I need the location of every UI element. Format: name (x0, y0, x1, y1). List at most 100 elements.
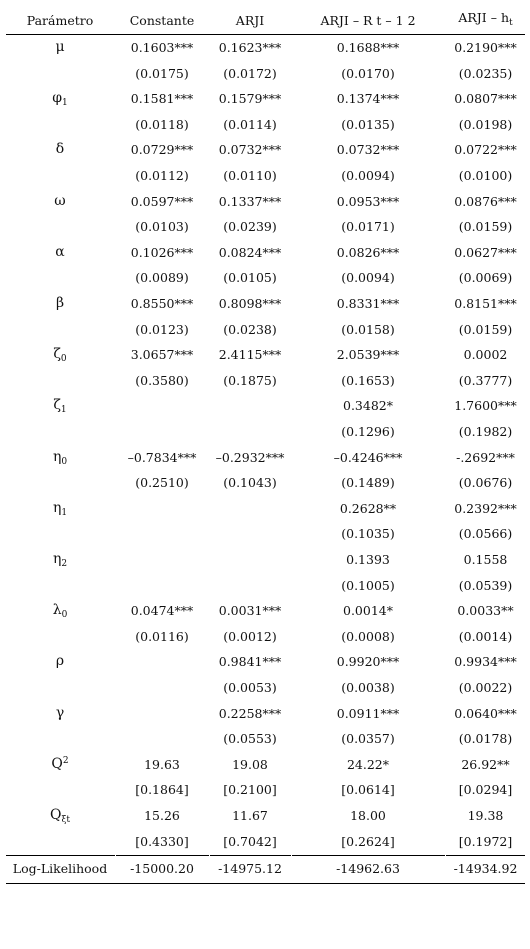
param-label: ω (6, 189, 114, 215)
coef-cell: 0.1558 (463, 552, 508, 567)
stderr-cell: (0.0038) (341, 680, 395, 695)
stderr-cell: (0.0170) (341, 65, 395, 81)
coef-cell: –0.7834*** (127, 449, 197, 465)
param-subscript: 0 (61, 610, 68, 621)
stderr-cell: (0.0112) (135, 168, 189, 183)
coef-cell: 0.9920*** (336, 654, 400, 670)
param-symbol: ρ (55, 653, 65, 670)
param-label: Q2 (6, 752, 114, 778)
coef-cell: 0.8550*** (130, 296, 194, 311)
coef-cell: 0.8331*** (336, 296, 400, 311)
stderr-cell: (0.0676) (458, 475, 513, 491)
stderr-cell: (0.0110) (223, 168, 277, 183)
coef-cell: 3.0657*** (130, 347, 194, 363)
coef-cell: 1.7600*** (454, 398, 517, 414)
stderr-cell: (0.0159) (458, 321, 513, 337)
loglik-label: Log-Likelihood (12, 861, 108, 877)
coef-cell (116, 393, 208, 419)
param-label: η1 (6, 496, 114, 522)
stderr-cell: (0.0539) (458, 577, 513, 593)
stderr-cell: (0.0094) (341, 168, 395, 183)
param-label: Qξt (6, 803, 114, 829)
stderr-cell: (0.0357) (341, 731, 395, 747)
coef-cell: 0.0876*** (454, 193, 517, 209)
stderr-cell: (0.0094) (341, 270, 395, 286)
coef-cell: -.2692*** (456, 449, 515, 465)
param-symbol: η (52, 499, 62, 516)
coef-cell (116, 496, 208, 522)
header-arji: ARJI (235, 13, 265, 28)
param-subscript: 2 (61, 559, 68, 569)
coef-cell: 0.0597*** (130, 193, 194, 209)
coef-cell: 0.3482* (343, 398, 393, 414)
coef-cell: 26.92** (461, 756, 510, 772)
stderr-cell: (0.0158) (341, 321, 395, 337)
param-superscript: 2 (62, 755, 69, 766)
coef-cell: 0.0033** (457, 603, 514, 619)
coef-cell: 0.1579*** (218, 91, 282, 107)
stderr-cell: (0.0175) (135, 65, 189, 81)
loglik-value: -14962.63 (336, 861, 400, 877)
param-symbol: φ (52, 90, 63, 107)
stderr-cell: [0.2624] (341, 833, 395, 849)
stderr-cell (116, 675, 208, 701)
stderr-cell: (0.0123) (135, 321, 189, 337)
param-symbol: λ (52, 602, 62, 619)
param-symbol: Q (49, 807, 62, 823)
stderr-cell: [0.1864] (135, 782, 189, 798)
stderr-cell: (0.0553) (223, 731, 277, 747)
stderr-cell: (0.0118) (135, 116, 189, 132)
stderr-cell: (0.1296) (341, 424, 395, 439)
coef-cell (116, 547, 208, 573)
stderr-cell: (0.1043) (223, 475, 277, 491)
param-label: φ1 (6, 86, 114, 112)
header-arji-h-main: ARJI – h (458, 10, 509, 25)
stderr-cell: (0.0105) (223, 270, 277, 286)
stderr-cell: (0.0178) (458, 731, 513, 747)
stderr-cell: (0.1035) (341, 526, 395, 542)
stderr-cell: (0.0116) (135, 628, 189, 644)
stderr-cell: (0.0239) (223, 219, 277, 235)
param-subscript: 0 (61, 456, 68, 467)
coef-cell: 0.0474*** (130, 603, 194, 619)
stderr-cell (210, 521, 290, 547)
param-label: α (6, 240, 114, 266)
stderr-cell: (0.1489) (341, 475, 395, 491)
stderr-cell: [0.2100] (223, 782, 277, 798)
coef-cell: 24.22* (346, 756, 390, 772)
stderr-cell: [0.0294] (458, 782, 513, 798)
param-label: η0 (6, 445, 114, 471)
param-symbol: δ (55, 141, 65, 158)
param-label: γ (6, 701, 114, 727)
stderr-cell (116, 521, 208, 547)
stderr-cell: (0.0014) (458, 628, 513, 644)
stderr-cell: (0.0135) (341, 116, 395, 132)
coef-cell: 0.1623*** (218, 40, 282, 55)
param-symbol: ζ (53, 346, 61, 363)
param-subscript: 0 (60, 354, 67, 365)
stderr-cell: (0.0114) (223, 116, 277, 132)
param-subscript: 1 (61, 507, 68, 518)
header-arji-h: ARJI – ht (446, 5, 525, 31)
coef-cell: 18.00 (350, 808, 386, 823)
coef-cell: 0.0640*** (454, 705, 517, 721)
header-rule (6, 34, 525, 35)
stderr-cell: (0.0103) (135, 219, 189, 235)
stderr-cell: (0.0022) (458, 680, 513, 695)
param-label: ζ1 (6, 393, 114, 419)
column-separator (115, 35, 116, 882)
coef-cell: 0.0732*** (218, 142, 282, 158)
stderr-cell: (0.1982) (458, 424, 513, 439)
stderr-cell: (0.1875) (223, 372, 277, 388)
stderr-cell (210, 573, 290, 599)
coef-cell: 0.1603*** (130, 40, 194, 55)
stderr-cell: [0.0614] (341, 782, 395, 798)
coef-cell: 0.0953*** (336, 193, 400, 209)
coef-cell: 0.0002 (463, 347, 508, 363)
coef-cell: 0.1688*** (336, 40, 400, 55)
coef-cell: 0.8151*** (454, 296, 517, 311)
coef-cell: 0.1337*** (218, 193, 282, 209)
coef-cell (116, 701, 208, 727)
stderr-cell: (0.0159) (458, 219, 513, 235)
coef-cell: 0.0826*** (336, 244, 400, 260)
